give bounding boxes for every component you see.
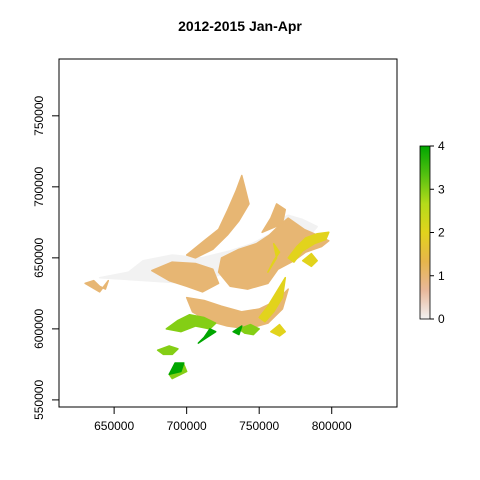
raster-region-11: [258, 276, 287, 323]
y-tick-label: 700000: [32, 166, 46, 206]
raster-region-14: [165, 313, 217, 333]
y-tick-label: 650000: [32, 238, 46, 278]
raster-region-4: [217, 217, 330, 290]
x-tick-label: 700000: [167, 419, 207, 433]
x-axis: 650000 700000 750000 800000: [94, 406, 352, 433]
y-tick-label: 750000: [32, 95, 46, 135]
y-axis: 550000 600000 650000 700000 750000: [32, 95, 60, 420]
x-tick-label: 650000: [94, 419, 134, 433]
color-legend: 0 1 2 3 4: [419, 139, 445, 326]
legend-tick-label: 4: [438, 139, 445, 153]
legend-tick-label: 2: [438, 226, 445, 240]
raster-region-5: [151, 261, 220, 293]
legend-tick-label: 1: [438, 269, 445, 283]
raster-region-7: [261, 203, 287, 234]
raster-layer: [84, 174, 330, 380]
raster-region-13: [270, 323, 287, 337]
y-tick-label: 600000: [32, 309, 46, 349]
legend-tick-label: 3: [438, 182, 445, 196]
chart-title: 2012-2015 Jan-Apr: [178, 18, 302, 34]
legend-tick-label: 0: [438, 312, 445, 326]
raster-region-18: [197, 328, 217, 344]
raster-region-9: [287, 231, 330, 263]
raster-region-20: [232, 325, 243, 336]
x-tick-label: 750000: [239, 419, 279, 433]
raster-region-10: [267, 242, 281, 273]
raster-region-8: [84, 279, 110, 293]
x-tick-label: 800000: [312, 419, 352, 433]
y-tick-label: 550000: [32, 380, 46, 420]
legend-color-bar: [419, 145, 431, 320]
raster-region-15: [156, 345, 179, 356]
raster-region-19: [168, 362, 185, 376]
raster-region-17: [238, 323, 260, 336]
raster-region-3: [185, 174, 250, 259]
raster-region-12: [301, 252, 318, 268]
